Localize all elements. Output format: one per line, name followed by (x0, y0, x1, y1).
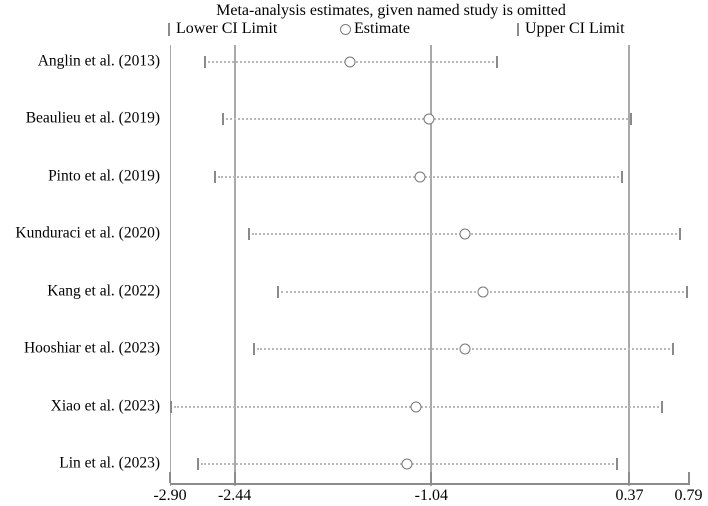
x-axis-line (170, 483, 690, 485)
estimate-marker (459, 228, 471, 240)
estimate-marker (414, 171, 426, 183)
plot-frame-left (169, 45, 171, 486)
ci-upper-tick (615, 458, 618, 470)
x-axis-tick-label-2: -1.04 (414, 487, 449, 504)
legend-item-estimate: Estimate (340, 20, 410, 38)
legend-item-upper-ci: Upper CI Limit (517, 20, 625, 38)
chart-title: Meta-analysis estimates, given named stu… (216, 2, 566, 19)
x-axis-tick-label-0: -2.90 (153, 487, 187, 504)
study-label: Pinto et al. (2019) (48, 167, 160, 185)
ci-lower-tick (222, 113, 225, 126)
ci-upper-tick (672, 343, 675, 356)
gridline-x-2 (628, 45, 631, 486)
ci-upper-tick (621, 170, 624, 183)
gridline-x-0 (233, 45, 236, 486)
legend-item-lower-ci: Lower CI Limit (168, 20, 277, 38)
lower-ci-tick-icon (168, 22, 170, 36)
study-label: Kunduraci et al. (2020) (15, 224, 160, 242)
estimate-circle-icon (340, 23, 351, 35)
study-label: Beaulieu et al. (2019) (25, 110, 160, 128)
study-label: Lin et al. (2023) (59, 454, 160, 472)
study-label: Hooshiar et al. (2023) (23, 339, 160, 357)
legend-lower-ci-label: Lower CI Limit (176, 20, 278, 37)
ci-lower-tick (204, 56, 207, 68)
x-axis-tick-2 (430, 472, 433, 483)
study-label: Anglin et al. (2013) (37, 52, 160, 70)
x-axis-tick-1 (233, 472, 236, 483)
ci-lower-tick (213, 170, 216, 183)
ci-upper-tick (629, 113, 632, 126)
legend-estimate-label: Estimate (354, 20, 410, 37)
x-axis-tick-label-1: -2.44 (217, 487, 252, 504)
study-label: Xiao et al. (2023) (50, 397, 160, 415)
estimate-marker (344, 56, 356, 68)
ci-upper-tick (496, 56, 499, 68)
ci-upper-tick (679, 228, 682, 241)
estimate-marker (459, 343, 471, 355)
x-axis-tick-label-4: 0.79 (674, 487, 703, 504)
ci-lower-tick (170, 400, 173, 413)
x-axis-tick-label-3: 0.37 (615, 487, 644, 504)
upper-ci-tick-icon (517, 22, 519, 36)
x-axis-tick-3 (628, 472, 631, 483)
ci-lower-tick (197, 458, 200, 470)
ci-lower-tick (277, 285, 280, 298)
ci-lower-tick (247, 228, 250, 241)
estimate-marker (410, 401, 422, 413)
estimate-marker (477, 286, 489, 298)
study-label: Kang et al. (2022) (47, 282, 160, 300)
ci-lower-tick (253, 343, 256, 356)
x-axis-tick-4 (687, 472, 690, 483)
ci-upper-tick (660, 400, 663, 413)
estimate-marker (423, 113, 435, 125)
legend-upper-ci-label: Upper CI Limit (525, 20, 625, 37)
ci-upper-tick (686, 285, 689, 298)
x-axis-tick-0 (169, 472, 171, 483)
gridline-x-1 (430, 45, 433, 486)
estimate-marker (401, 458, 413, 470)
